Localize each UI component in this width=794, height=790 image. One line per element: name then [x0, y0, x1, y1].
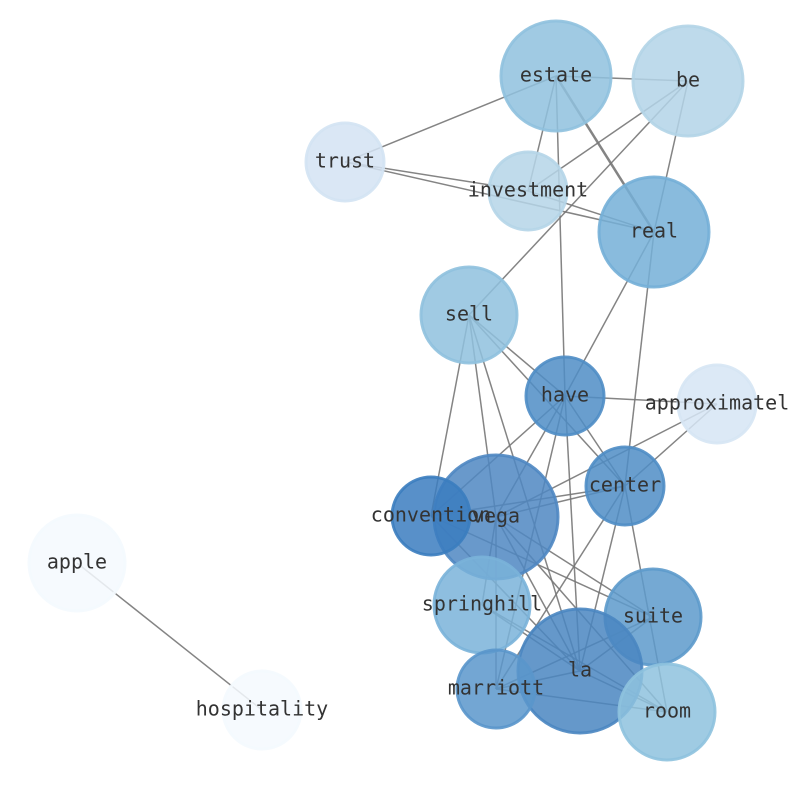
node-label: marriott — [448, 676, 544, 700]
node-label: sell — [445, 302, 493, 326]
node — [221, 669, 303, 751]
node — [676, 363, 758, 445]
node-label: real — [630, 219, 678, 243]
node-label: la — [568, 658, 592, 682]
node — [499, 19, 613, 133]
node — [617, 662, 717, 762]
node — [597, 175, 711, 289]
node — [524, 355, 606, 437]
node-label: center — [589, 473, 661, 497]
node — [584, 445, 666, 527]
node-label: vega — [472, 504, 520, 528]
node-label: hospitality — [196, 697, 328, 721]
node-label: investment — [468, 178, 588, 202]
node-label: trust — [315, 149, 375, 173]
node-label: suite — [623, 604, 683, 628]
node-label: estate — [520, 63, 592, 87]
nodes — [27, 19, 758, 762]
node-label: room — [643, 699, 691, 723]
node-label: have — [541, 383, 589, 407]
node — [487, 150, 569, 232]
node — [631, 24, 745, 138]
node — [27, 513, 127, 613]
node — [455, 648, 537, 730]
node-label: apple — [47, 550, 107, 574]
node-label: approximatel — [645, 391, 790, 415]
node-label: be — [676, 68, 700, 92]
node — [390, 475, 472, 557]
node — [419, 265, 519, 365]
node — [304, 121, 386, 203]
node-label: convention — [371, 503, 491, 527]
labels: estate be trust investment real sell have appro… — [47, 63, 789, 723]
node-label: springhill — [422, 592, 542, 616]
